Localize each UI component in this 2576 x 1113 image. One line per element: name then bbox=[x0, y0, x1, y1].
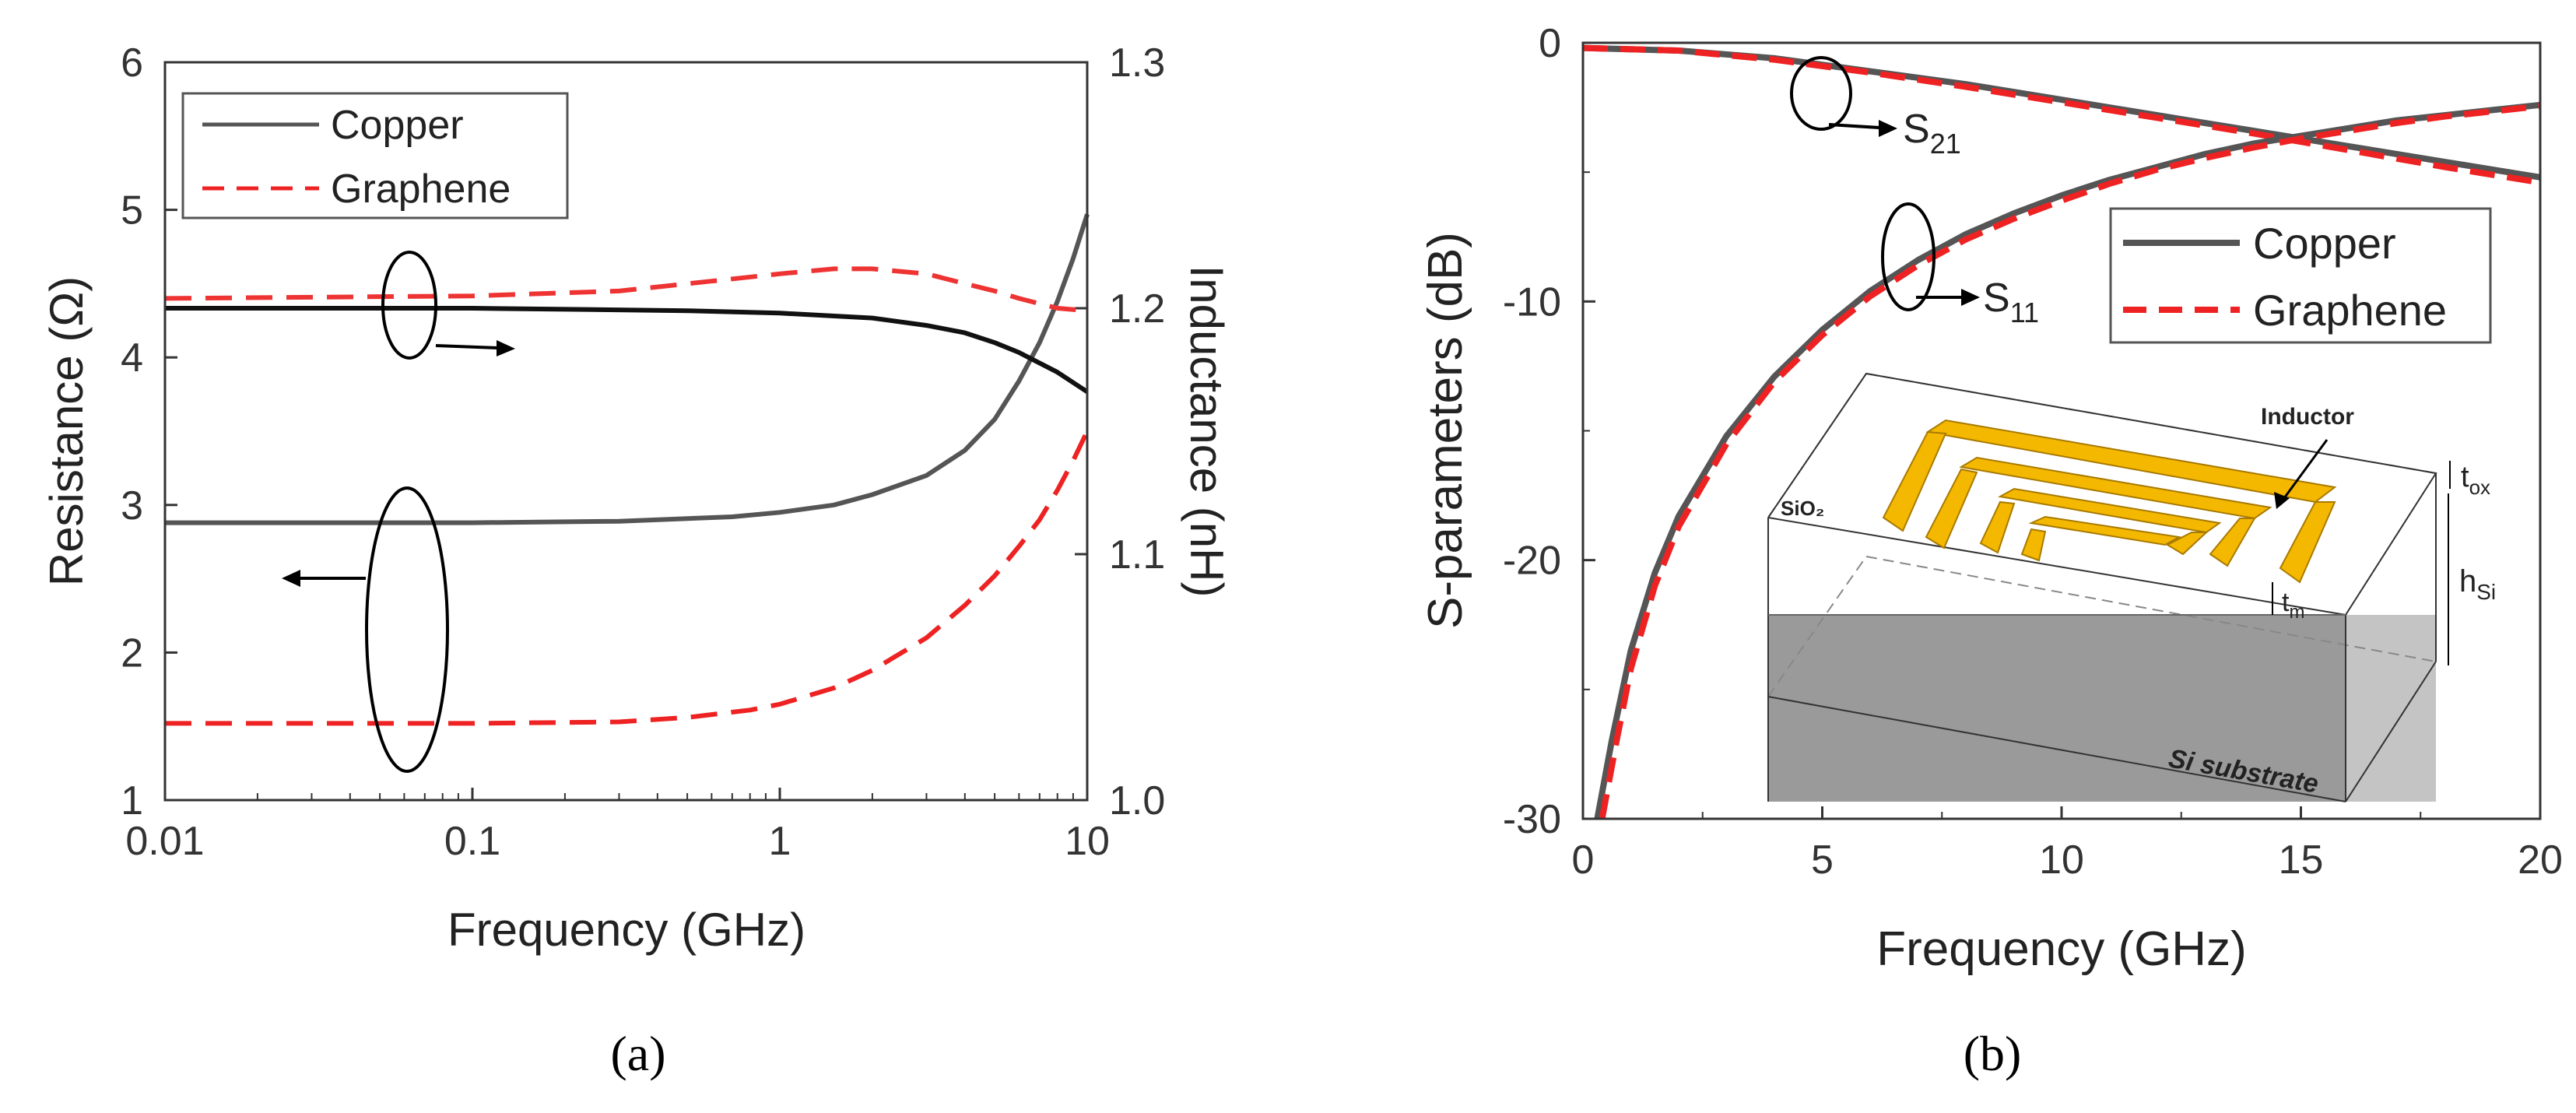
panel-b-legend-box bbox=[2109, 207, 2492, 344]
panel-b-plot-frame bbox=[1581, 41, 2542, 820]
panel-a-legend-copper: Copper bbox=[331, 103, 464, 148]
inductance-group-ellipse bbox=[381, 251, 437, 360]
panel-a-y-tick-label: 1 bbox=[121, 778, 143, 823]
inductance-group-arrowhead bbox=[497, 340, 515, 356]
si-substrate-side-face bbox=[2346, 615, 2436, 802]
panel-a-y2-tick-label: 1.1 bbox=[1109, 532, 1165, 578]
inductor-pointer-head bbox=[2274, 492, 2290, 509]
panel-a-y2-axis-label: Inductance (nH) bbox=[1181, 265, 1233, 598]
panel-b-x-tick-label: 10 bbox=[2039, 837, 2084, 883]
panel-b-x-tick-label: 5 bbox=[1811, 837, 1834, 883]
s11-arrowhead bbox=[1961, 289, 1980, 306]
panel-a-legend: Copper Graphene bbox=[181, 92, 569, 219]
panel-b-legend: Copper Graphene bbox=[2109, 207, 2492, 344]
panel-a-copper-resistance-line bbox=[165, 213, 1090, 525]
panel-a-legend-graphene: Graphene bbox=[331, 167, 511, 212]
panel-b-legend-graphene: Graphene bbox=[2253, 286, 2447, 335]
inset-base-edge bbox=[1767, 696, 2346, 802]
panel-a-y-tick-label: 3 bbox=[121, 483, 143, 528]
panel-a-plot-frame bbox=[163, 61, 1089, 802]
s21-arrowhead bbox=[1879, 120, 1897, 137]
panel-a-y-tick-label: 6 bbox=[121, 40, 143, 86]
panel-a-y-tick-label: 2 bbox=[121, 630, 143, 676]
panel-a-y2-tick-label: 1.3 bbox=[1109, 40, 1165, 86]
panel-a-series bbox=[164, 213, 1090, 726]
panel-b-y-tick-label: -20 bbox=[1503, 539, 1561, 584]
panel-b-x-tick-label: 20 bbox=[2518, 837, 2563, 883]
panel-a-y2-tick-label: 1.2 bbox=[1109, 286, 1165, 332]
panel-b-series bbox=[1582, 44, 2541, 820]
panel-a-x-tick-label: 0.1 bbox=[444, 819, 500, 864]
panel-a-legend-box bbox=[181, 92, 569, 219]
inset-hidden-edge-3 bbox=[1767, 556, 1867, 697]
panel-a-x-tick-label: 0.01 bbox=[125, 819, 204, 864]
spiral-inductor bbox=[1882, 419, 2337, 584]
inductance-group-arrow bbox=[435, 344, 499, 349]
si-substrate-front-face bbox=[1768, 615, 2346, 802]
s21-arrow bbox=[1828, 123, 1880, 129]
panel-b-caption: (b) bbox=[1964, 1026, 2022, 1081]
panel-b-graphene-s21-line bbox=[1582, 44, 2541, 186]
panel-b-x-tick-label: 0 bbox=[1572, 837, 1595, 883]
panel-b-ticks: 0 5 10 15 20 0 -10 -20 -30 bbox=[1503, 21, 2563, 883]
panel-b-y-tick-label: -30 bbox=[1503, 797, 1561, 842]
s11-label: S11 bbox=[1983, 276, 2039, 328]
panel-b-graphene-s11-line bbox=[1599, 103, 2541, 820]
panel-b-y-tick-label: -10 bbox=[1503, 279, 1561, 325]
hsi-label: hSi bbox=[2459, 564, 2496, 604]
s21-ellipse bbox=[1790, 56, 1852, 131]
panel-b-y-axis-label: S-parameters (dB) bbox=[1419, 232, 1472, 629]
panel-a-y-tick-label: 5 bbox=[121, 188, 143, 233]
panel-a-caption: (a) bbox=[610, 1026, 665, 1081]
inductor-inset: Inductor SiO₂ Si substrate tox hSi tm bbox=[1767, 372, 2496, 802]
inset-hidden-edge-4 bbox=[1865, 556, 2437, 662]
panel-b-y-tick-label: 0 bbox=[1539, 21, 1561, 66]
inset-sio2-label: SiO₂ bbox=[1781, 497, 1824, 520]
panel-b-x-tick-label: 15 bbox=[2279, 837, 2324, 883]
panel-b-x-axis-label: Frequency (GHz) bbox=[1876, 922, 2246, 976]
panel-a-chart: 0.01 0.1 1 10 1 2 3 4 5 6 1.0 1.1 1.2 1.3 Copper Grap… bbox=[40, 40, 1233, 1081]
tox-label: tox bbox=[2461, 461, 2490, 499]
panel-a-ticks: 0.01 0.1 1 10 1 2 3 4 5 6 1.0 1.1 1.2 1.3 bbox=[121, 40, 1165, 864]
panel-b-chart: 0 5 10 15 20 0 -10 -20 -30 bbox=[1419, 21, 2563, 1081]
s11-ellipse bbox=[1881, 202, 1936, 311]
panel-a-y2-tick-label: 1.0 bbox=[1109, 778, 1165, 823]
panel-a-graphene-inductance-line bbox=[164, 266, 1088, 314]
tm-label: tm bbox=[2282, 588, 2304, 623]
inset-inductor-label: Inductor bbox=[2261, 404, 2354, 430]
panel-a-x-tick-label: 1 bbox=[769, 819, 791, 864]
panel-a-x-axis-label: Frequency (GHz) bbox=[447, 904, 805, 956]
panel-a-graphene-resistance-line bbox=[165, 430, 1090, 726]
panel-b-legend-copper: Copper bbox=[2253, 219, 2396, 268]
resistance-group-ellipse bbox=[365, 486, 449, 773]
panel-a-x-tick-label: 10 bbox=[1065, 819, 1110, 864]
panel-a-copper-inductance-line bbox=[165, 306, 1089, 394]
panel-a-y-axis-label: Resistance (Ω) bbox=[40, 276, 93, 586]
panel-a-y-tick-label: 4 bbox=[121, 335, 143, 381]
inset-base-side-edge bbox=[2345, 661, 2437, 802]
inductor-pointer-line bbox=[2283, 439, 2329, 499]
s21-label: S21 bbox=[1903, 107, 1961, 160]
resistance-group-arrowhead bbox=[282, 570, 300, 587]
